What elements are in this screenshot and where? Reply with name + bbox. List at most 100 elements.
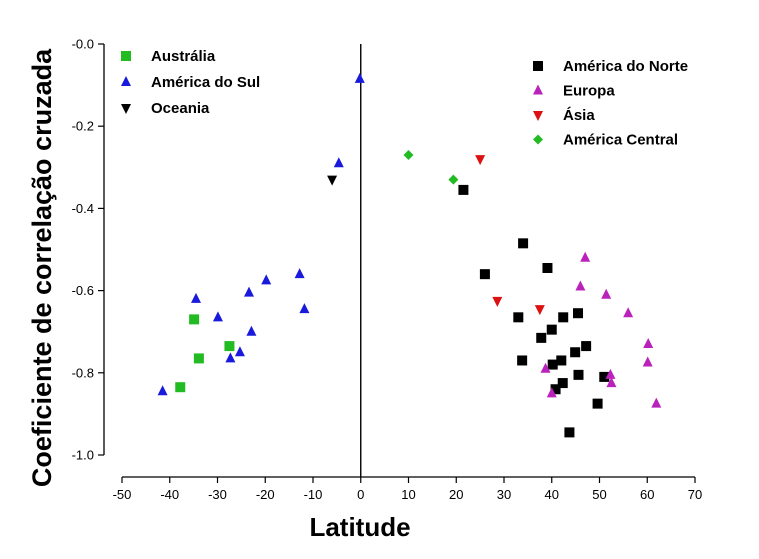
y-axis-title: Coeficiente de correlação cruzada <box>27 48 57 487</box>
legend-marker <box>121 76 131 86</box>
legend-marker <box>533 134 543 145</box>
x-tick-label: -10 <box>304 487 323 502</box>
data-point <box>518 238 529 249</box>
data-point <box>175 382 186 393</box>
x-tick-label: 30 <box>497 487 511 502</box>
legend-marker <box>533 61 543 71</box>
data-point <box>448 174 459 185</box>
legend-label: América do Sul <box>151 74 260 91</box>
data-point <box>299 303 310 314</box>
data-point <box>212 311 223 322</box>
data-point <box>573 369 584 380</box>
data-point <box>225 352 236 363</box>
x-tick-label: 20 <box>449 487 463 502</box>
data-point <box>651 397 662 408</box>
data-point <box>601 288 612 299</box>
x-tick-label: 70 <box>688 487 702 502</box>
x-tick-label: -40 <box>160 487 179 502</box>
series-oceania <box>327 175 338 186</box>
x-tick-label: -20 <box>256 487 275 502</box>
data-point <box>550 384 561 395</box>
data-point <box>573 308 584 319</box>
data-point <box>157 385 168 396</box>
data-point <box>581 341 592 352</box>
data-point <box>234 346 245 357</box>
data-point <box>642 356 653 367</box>
x-axis-title: Latitude <box>309 512 410 542</box>
data-point <box>557 378 568 389</box>
data-point <box>261 274 272 285</box>
data-point <box>475 155 486 166</box>
y-tick-label: -0.8 <box>72 365 94 380</box>
legend-top-left: Austrália América do Sul Oceania <box>121 48 260 117</box>
data-point <box>558 312 569 323</box>
legend-marker <box>533 111 543 121</box>
data-point <box>599 371 610 382</box>
data-point <box>327 175 338 186</box>
legend-marker <box>533 84 543 95</box>
data-point <box>479 269 490 280</box>
data-point <box>623 307 634 318</box>
data-point <box>643 338 654 349</box>
legends: Austrália América do Sul Oceania América do… <box>121 48 688 149</box>
data-point <box>354 72 365 83</box>
legend-top-right: América do Norte Europa Ásia América Centra… <box>533 58 688 149</box>
x-tick-label: 10 <box>401 487 415 502</box>
data-point <box>605 368 616 379</box>
data-point <box>191 292 202 303</box>
y-tick-label: -0.4 <box>72 201 94 216</box>
x-tick-label: 40 <box>545 487 559 502</box>
y-tick-label: -0.6 <box>72 283 94 298</box>
data-point <box>536 332 547 343</box>
data-point <box>575 280 586 291</box>
data-point <box>547 359 558 370</box>
x-tick-label: 0 <box>357 487 364 502</box>
data-point <box>458 184 469 195</box>
data-point <box>546 324 557 335</box>
data-point <box>403 149 414 160</box>
data-point <box>294 268 305 279</box>
series-europa <box>540 251 662 408</box>
data-point <box>580 251 591 262</box>
series-asia <box>475 155 545 316</box>
legend-label: Austrália <box>151 48 216 65</box>
data-point <box>224 341 235 352</box>
data-point <box>570 347 581 358</box>
series-america-do-sul <box>157 72 365 396</box>
legend-label: Oceania <box>151 100 210 117</box>
axes: -50 -40 -30 -20 -10 0 10 20 30 40 50 60 70 -0.0 -0.2 -0… <box>72 37 703 503</box>
y-tick-label: -1.0 <box>72 448 94 463</box>
data-point <box>189 314 200 325</box>
data-point <box>540 362 551 373</box>
legend-marker <box>121 51 131 61</box>
legend-label: Europa <box>563 83 615 100</box>
data-point <box>492 296 503 307</box>
x-tick-label: -50 <box>113 487 132 502</box>
data-point <box>513 312 524 323</box>
data-point <box>556 355 567 366</box>
data-point <box>246 325 257 336</box>
data-point <box>564 427 575 438</box>
legend-label: América do Norte <box>563 58 688 75</box>
data-point <box>606 377 617 388</box>
data-point <box>592 398 603 409</box>
legend-marker <box>121 104 131 114</box>
series-america-do-norte <box>458 184 610 438</box>
data-points <box>157 72 662 438</box>
y-tick-label: -0.0 <box>72 37 94 52</box>
data-point <box>546 387 557 398</box>
data-point <box>542 262 553 273</box>
data-point <box>333 157 344 168</box>
data-point <box>244 286 255 297</box>
legend-label: América Central <box>563 132 678 149</box>
data-point <box>534 305 545 316</box>
series-america-central <box>403 149 459 185</box>
y-tick-label: -0.2 <box>72 119 94 134</box>
x-tick-label: -30 <box>208 487 227 502</box>
legend-label: Ásia <box>563 107 595 124</box>
data-point <box>517 355 528 366</box>
data-point <box>193 353 204 364</box>
x-tick-label: 60 <box>640 487 654 502</box>
series-australia <box>175 314 235 393</box>
